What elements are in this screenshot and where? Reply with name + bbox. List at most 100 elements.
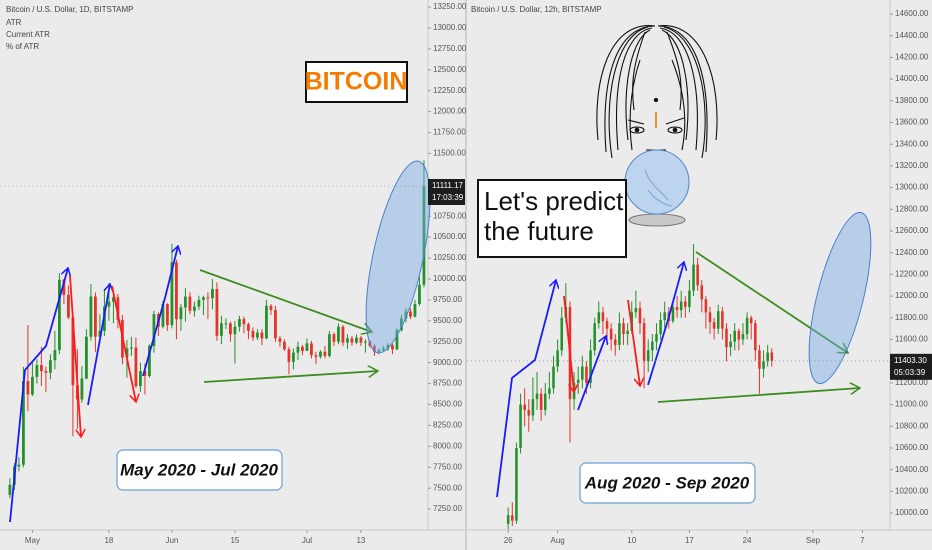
- y-tick-label: 14600.00: [895, 9, 929, 18]
- last-price-box: [428, 178, 465, 205]
- candle-body: [238, 319, 241, 327]
- y-tick-label: 12000.00: [433, 107, 467, 116]
- candle-body: [626, 330, 629, 335]
- y-tick-label: 10750.00: [433, 211, 467, 220]
- candle-body: [130, 347, 133, 349]
- candle-body: [310, 343, 313, 356]
- candle-body: [422, 185, 426, 285]
- chart-title: Bitcoin / U.S. Dollar, 1D, BITSTAMP: [6, 5, 133, 14]
- candle-body: [143, 371, 147, 377]
- candle-body: [404, 311, 408, 319]
- trend-arrow: [87, 284, 110, 406]
- candle-body: [646, 350, 650, 362]
- candle-body: [511, 515, 514, 521]
- x-tick-label: 10: [627, 536, 636, 545]
- candle-body: [269, 305, 273, 310]
- x-tick-label: Jul: [302, 536, 312, 545]
- y-tick-label: 13000.00: [433, 23, 467, 32]
- candle-body: [49, 360, 52, 373]
- highlight-ellipse: [808, 211, 872, 385]
- candle-body: [202, 297, 205, 300]
- y-tick-label: 12250.00: [433, 86, 467, 95]
- trend-arrow: [9, 268, 68, 523]
- x-tick-label: May: [25, 536, 40, 545]
- candle-body: [506, 515, 510, 524]
- candle-body: [737, 330, 741, 340]
- candle-body: [283, 341, 286, 350]
- y-tick-label: 10800.00: [895, 421, 929, 430]
- candle-body: [251, 330, 255, 338]
- last-price-label: 11403.30: [894, 356, 927, 365]
- y-tick-label: 13800.00: [895, 96, 929, 105]
- y-tick-label: 8000.00: [433, 441, 462, 450]
- candle-body: [323, 351, 327, 356]
- label-box: [477, 179, 627, 258]
- candle-body: [89, 296, 93, 337]
- candle-body: [332, 334, 336, 342]
- candle-body: [700, 285, 704, 300]
- y-tick-label: 12600.00: [895, 226, 929, 235]
- candle-body: [605, 321, 609, 329]
- x-tick-label: Jun: [165, 536, 178, 545]
- candle-body: [233, 326, 237, 335]
- candle-body: [725, 328, 728, 348]
- annotation-text: May 2020 - Jul 2020: [120, 460, 278, 479]
- y-tick-label: 10250.00: [433, 253, 467, 262]
- candle-body: [193, 306, 196, 311]
- candle-body: [220, 323, 223, 336]
- candle-body: [17, 464, 21, 467]
- y-tick-label: 11600.00: [895, 335, 928, 344]
- y-tick-label: 8250.00: [433, 421, 462, 430]
- y-tick-label: 7500.00: [433, 483, 462, 492]
- y-tick-label: 7750.00: [433, 462, 462, 471]
- candle-body: [766, 352, 769, 362]
- candle-body: [94, 296, 97, 337]
- left-drawings: [9, 160, 431, 523]
- candle-body: [125, 348, 129, 358]
- candle-body: [328, 334, 331, 356]
- trend-arrow: [695, 251, 848, 353]
- y-tick-label: 14000.00: [895, 74, 929, 83]
- candle-body: [585, 366, 588, 383]
- candle-body: [215, 289, 219, 336]
- candle-body: [40, 365, 43, 372]
- candle-body: [287, 349, 291, 362]
- candle-body: [301, 346, 304, 351]
- annotation-text: Let's predict: [484, 186, 624, 216]
- y-tick-label: 13400.00: [895, 139, 929, 148]
- x-tick-label: 17: [685, 536, 694, 545]
- candle-body: [651, 341, 654, 351]
- candle-body: [364, 341, 367, 343]
- label-box: [305, 61, 408, 103]
- candle-body: [523, 404, 526, 411]
- trend-arrow: [657, 388, 860, 403]
- y-tick-label: 10000.00: [895, 508, 929, 517]
- candle-body: [85, 336, 88, 379]
- candle-body: [634, 308, 638, 313]
- candle-body: [684, 301, 687, 307]
- candle-body: [618, 323, 621, 345]
- candle-body: [314, 355, 318, 357]
- candle-body: [704, 299, 708, 313]
- candle-body: [265, 305, 268, 339]
- y-tick-label: 9500.00: [433, 316, 462, 325]
- candle-body: [733, 330, 736, 342]
- x-tick-label: 18: [104, 536, 113, 545]
- candle-body: [152, 314, 156, 346]
- candle-body: [655, 334, 658, 342]
- candle-body: [148, 345, 151, 377]
- candle-body: [346, 338, 349, 343]
- candle-body: [391, 345, 394, 350]
- candle-body: [175, 262, 178, 320]
- candle-body: [560, 317, 564, 351]
- countdown-label: 17:03:39: [432, 193, 464, 202]
- y-tick-label: 7250.00: [433, 504, 462, 513]
- candle-body: [413, 304, 417, 317]
- candle-body: [754, 323, 757, 351]
- candle-body: [382, 348, 385, 351]
- candle-body: [745, 317, 749, 335]
- annotation-text: Aug 2020 - Sep 2020: [584, 473, 750, 492]
- candle-body: [278, 338, 282, 342]
- fortune-teller-drawing: [596, 25, 718, 227]
- y-tick-label: 9250.00: [433, 337, 462, 346]
